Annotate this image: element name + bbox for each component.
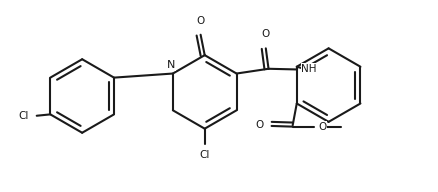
Text: NH: NH (301, 64, 317, 74)
Text: Cl: Cl (18, 111, 28, 121)
Text: O: O (318, 122, 327, 132)
Text: N: N (167, 60, 176, 70)
Text: O: O (261, 30, 270, 40)
Text: O: O (255, 120, 263, 130)
Text: O: O (197, 16, 205, 26)
Text: Cl: Cl (200, 150, 210, 160)
